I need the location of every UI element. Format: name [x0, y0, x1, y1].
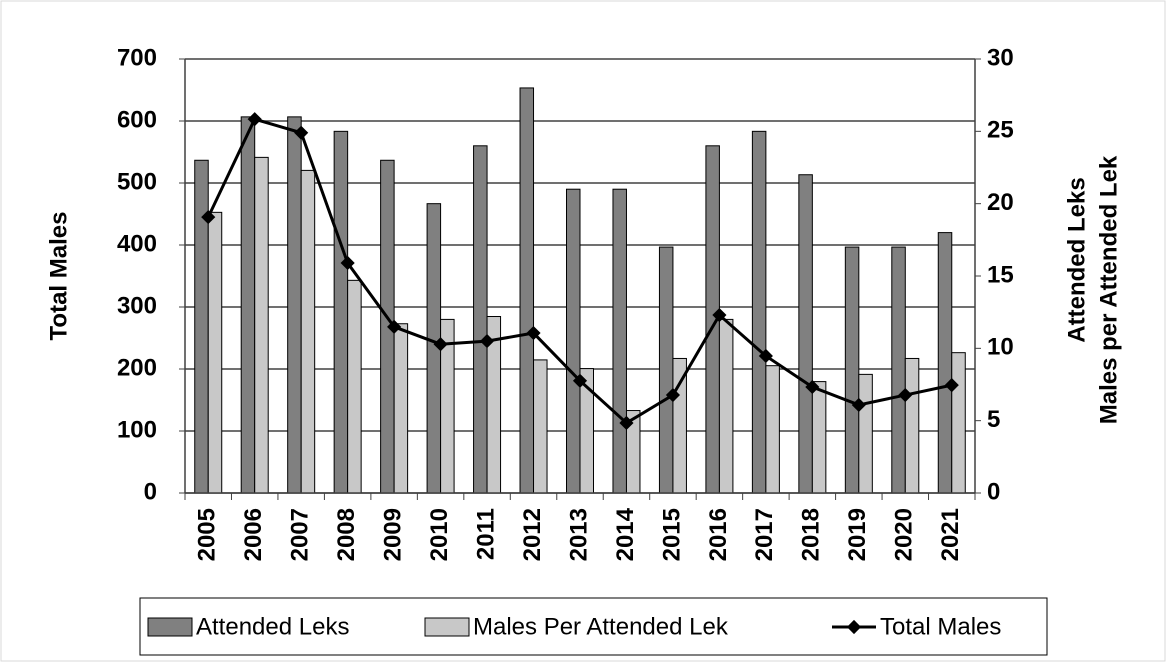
marker	[340, 255, 355, 271]
marker	[201, 210, 216, 225]
y2-axis-label: Males per Attended Lek	[1095, 155, 1122, 424]
marker	[944, 378, 959, 393]
marker	[851, 397, 866, 413]
legend-swatch	[147, 617, 193, 637]
x-tick-label: 2019	[844, 508, 871, 561]
bar	[519, 87, 535, 494]
bar	[612, 188, 627, 494]
y-tick-label: 400	[117, 230, 157, 257]
y-tick-label: 0	[144, 478, 157, 505]
y2-tick-label: 30	[987, 44, 1014, 71]
marker	[479, 334, 495, 349]
bar	[765, 365, 780, 494]
y2-axis-label: Attended Leks	[1063, 177, 1090, 342]
marker	[758, 348, 773, 364]
x-tick-label: 2020	[891, 508, 918, 561]
bar	[937, 232, 953, 494]
bar	[844, 246, 860, 494]
bar	[672, 357, 687, 494]
x-tick-label: 2005	[194, 508, 221, 561]
bar	[891, 246, 906, 494]
bar	[207, 211, 223, 494]
bar	[240, 116, 256, 494]
x-tick-label: 2018	[798, 508, 825, 561]
bar	[473, 145, 488, 494]
legend-swatch	[424, 617, 470, 637]
marker	[665, 387, 681, 403]
x-tick-label: 2016	[705, 508, 732, 561]
bar	[658, 246, 674, 494]
marker	[898, 387, 913, 403]
x-tick-label: 2015	[658, 508, 685, 561]
x-tick-label: 2008	[333, 508, 360, 561]
bar	[951, 352, 966, 494]
bar	[751, 130, 767, 494]
marker	[433, 337, 448, 352]
y-tick-label: 300	[117, 292, 157, 319]
y2-tick-label: 20	[987, 189, 1014, 216]
legend-label: Attended Leks	[196, 613, 349, 640]
marker	[294, 125, 309, 140]
y-axis-label: Total Males	[45, 212, 72, 341]
y2-tick-label: 25	[987, 117, 1014, 144]
x-tick-label: 2007	[287, 508, 314, 561]
x-tick-label: 2010	[426, 508, 453, 561]
y2-tick-label: 15	[987, 261, 1014, 288]
legend-swatch	[846, 619, 862, 635]
bar	[566, 188, 581, 494]
y2-tick-label: 5	[987, 406, 1000, 433]
x-tick-label: 2021	[937, 508, 964, 561]
x-tick-label: 2011	[472, 508, 499, 560]
bar	[798, 174, 813, 494]
y-tick-label: 200	[117, 354, 157, 381]
x-tick-label: 2012	[519, 508, 546, 561]
y2-tick-label: 0	[987, 478, 1000, 505]
marker	[572, 373, 588, 388]
marker	[619, 415, 634, 431]
y-tick-label: 500	[117, 168, 157, 195]
y2-tick-label: 10	[987, 334, 1014, 361]
bar	[287, 116, 302, 494]
bar	[811, 381, 827, 494]
bar	[718, 318, 734, 494]
x-tick-label: 2006	[240, 508, 267, 561]
marker	[712, 307, 727, 323]
marker	[526, 325, 541, 341]
y-tick-label: 700	[117, 44, 157, 71]
bar	[904, 357, 920, 494]
x-tick-label: 2013	[565, 508, 592, 561]
x-tick-label: 2009	[379, 508, 406, 561]
bar	[194, 159, 209, 494]
bar	[333, 130, 349, 494]
bar	[858, 373, 873, 494]
marker	[387, 319, 402, 334]
bar	[393, 323, 409, 494]
bar	[300, 169, 316, 494]
x-tick-label: 2014	[612, 507, 639, 561]
marker	[805, 379, 820, 395]
legend-box	[139, 597, 1048, 656]
y-tick-label: 100	[117, 416, 157, 443]
x-tick-label: 2017	[751, 508, 778, 561]
bar	[254, 156, 269, 494]
bar	[347, 279, 362, 494]
bar	[533, 359, 548, 494]
legend-label: Total Males	[880, 613, 1001, 640]
y-tick-label: 600	[117, 106, 157, 133]
legend-label: Males Per Attended Lek	[473, 613, 729, 640]
